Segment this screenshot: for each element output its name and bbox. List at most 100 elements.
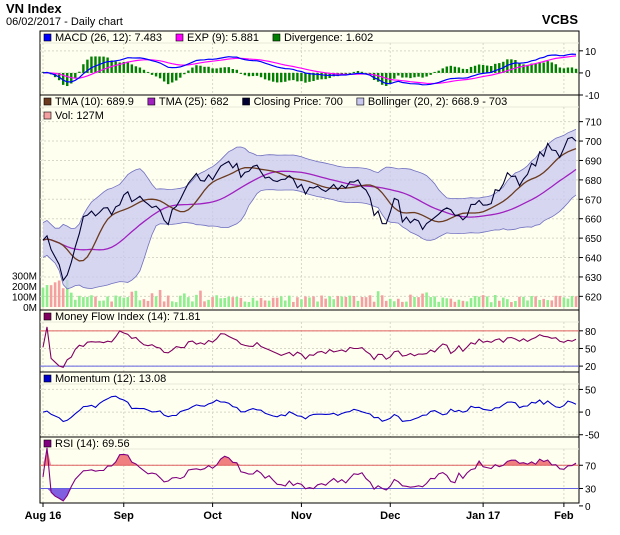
volume-bar xyxy=(219,298,222,307)
divergence-bar xyxy=(61,72,65,85)
divergence-bar xyxy=(469,66,473,73)
divergence-bar xyxy=(118,62,121,73)
divergence-bar xyxy=(215,68,218,73)
volume-bar xyxy=(118,296,122,307)
divergence-bar xyxy=(158,72,162,79)
divergence-bar xyxy=(574,68,578,73)
legend-swatch xyxy=(272,33,281,42)
y-tick-label: -50 xyxy=(585,431,600,442)
volume-bar xyxy=(485,296,489,307)
divergence-bar xyxy=(465,69,469,73)
divergence-bar xyxy=(162,72,166,82)
divergence-bar xyxy=(312,72,315,82)
legend-swatch xyxy=(43,439,52,448)
volume-bar xyxy=(566,298,570,307)
volume-bar xyxy=(288,295,291,307)
volume-bar xyxy=(401,301,404,307)
legend-label: Money Flow Index (14): 71.81 xyxy=(55,311,201,323)
volume-bar xyxy=(215,295,218,307)
divergence-bar xyxy=(417,72,420,77)
legend-swatch xyxy=(147,97,156,106)
divergence-bar xyxy=(179,72,182,78)
divergence-bar xyxy=(94,56,97,73)
legend-swatch xyxy=(43,97,52,106)
volume-bar xyxy=(413,296,416,307)
x-tick-label: Aug 16 xyxy=(25,510,62,522)
divergence-bar xyxy=(453,66,457,73)
divergence-bar xyxy=(66,72,69,87)
legend-swatch xyxy=(175,33,184,42)
panel-momentum: 50 0 -50 Momentum (12): 13.08 xyxy=(39,371,600,442)
divergence-bar xyxy=(296,72,299,82)
chart-title: VN Index xyxy=(6,1,62,16)
divergence-bar xyxy=(90,56,93,73)
volume-bar xyxy=(279,296,283,307)
volume-bar xyxy=(558,295,562,307)
divergence-bar xyxy=(401,72,404,78)
volume-bar xyxy=(522,296,525,307)
divergence-bar xyxy=(146,71,150,73)
volume-tick-label: 200M xyxy=(12,282,37,293)
volume-bar xyxy=(538,299,541,307)
divergence-bar xyxy=(211,68,214,73)
divergence-bar xyxy=(324,72,327,80)
volume-bar xyxy=(356,300,360,307)
volume-bar xyxy=(82,297,85,307)
divergence-bar xyxy=(413,72,416,78)
volume-bar xyxy=(195,294,198,307)
divergence-bar xyxy=(219,67,222,73)
divergence-bar xyxy=(288,72,291,81)
x-tick-label: Jan 17 xyxy=(466,510,500,522)
divergence-bar xyxy=(425,72,428,77)
volume-bar xyxy=(433,296,436,307)
divergence-bar xyxy=(389,72,392,84)
volume-bar xyxy=(162,301,166,307)
panel-price: 710 700 690 680 670 660 650 640 630 620 TMA (10): … xyxy=(12,94,602,314)
volume-bar xyxy=(308,297,311,307)
volume-bar xyxy=(106,296,109,307)
volume-bar xyxy=(514,301,517,307)
volume-bar xyxy=(126,297,130,307)
divergence-bar xyxy=(397,72,400,76)
volume-tick-label: 100M xyxy=(12,293,37,304)
volume-bar xyxy=(170,301,174,307)
divergence-bar xyxy=(284,72,287,82)
divergence-bar xyxy=(441,68,444,73)
volume-bar xyxy=(336,295,340,307)
divergence-bar xyxy=(320,72,323,80)
legend-swatch xyxy=(43,111,52,120)
divergence-bar xyxy=(477,64,481,73)
x-tick-label: Oct xyxy=(203,510,222,522)
volume-bar xyxy=(441,297,445,307)
volume-bar xyxy=(78,295,81,307)
volume-bar xyxy=(199,290,202,307)
volume-bar xyxy=(554,295,558,307)
volume-bar xyxy=(300,299,303,307)
divergence-bar xyxy=(259,72,263,78)
divergence-bar xyxy=(376,72,380,82)
divergence-bar xyxy=(546,61,549,73)
divergence-bar xyxy=(429,72,432,75)
divergence-bar xyxy=(409,72,412,79)
y-tick-label: 50 xyxy=(585,385,597,396)
divergence-bar xyxy=(239,72,243,74)
divergence-bar xyxy=(74,72,77,79)
divergence-bar xyxy=(86,59,89,73)
volume-bar xyxy=(542,298,545,307)
divergence-bar xyxy=(393,72,396,79)
divergence-bar xyxy=(558,67,562,73)
volume-bar xyxy=(348,295,352,307)
divergence-bar xyxy=(405,72,408,78)
volume-bar xyxy=(465,301,469,307)
volume-bar xyxy=(388,298,392,307)
y-tick-label: 710 xyxy=(585,118,602,129)
divergence-bar xyxy=(292,72,295,81)
volume-bar xyxy=(49,285,53,307)
divergence-bar xyxy=(514,60,517,73)
x-tick-label: Nov xyxy=(291,510,313,522)
divergence-bar xyxy=(227,67,230,73)
volume-bar xyxy=(207,299,210,307)
volume-bar xyxy=(489,302,493,307)
panel-rsi: 70 30 0 RSI (14): 69.56 xyxy=(39,436,597,513)
divergence-bar xyxy=(485,65,489,73)
